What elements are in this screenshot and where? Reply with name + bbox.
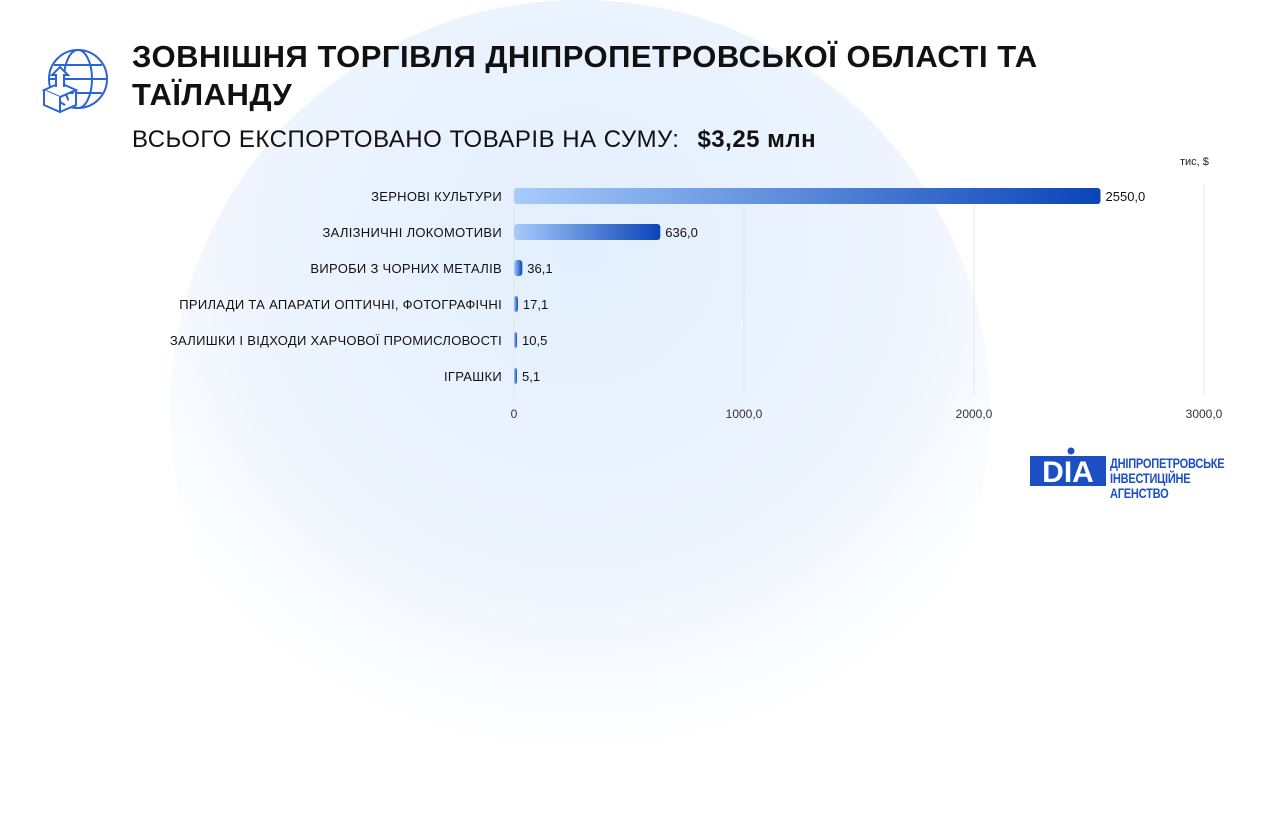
x-tick-label: 3000,0 <box>1186 407 1223 421</box>
logo-text: ДНІПРОПЕТРОВСЬКЕ ІНВЕСТИЦІЙНЕ АГЕНСТВО <box>1110 456 1249 501</box>
category-label: ІГРАШКИ <box>444 369 502 384</box>
data-label: 636,0 <box>665 225 698 240</box>
data-label: 10,5 <box>522 333 547 348</box>
total-export-value: $3,25 млн <box>697 126 817 153</box>
x-tick-label: 0 <box>511 407 518 421</box>
bar <box>514 224 661 240</box>
data-label: 5,1 <box>522 369 540 384</box>
bar <box>514 260 523 276</box>
bar <box>514 296 518 312</box>
logo-line1: ДНІПРОПЕТРОВСЬКЕ <box>1110 456 1225 471</box>
x-tick-label: 1000,0 <box>726 407 763 421</box>
bar <box>514 332 517 348</box>
category-label: ЗАЛИШКИ І ВІДХОДИ ХАРЧОВОЇ ПРОМИСЛОВОСТІ <box>170 333 502 348</box>
dia-logo: DIA <box>1030 447 1106 487</box>
category-label: ЗАЛІЗНИЧНІ ЛОКОМОТИВИ <box>322 225 502 240</box>
bar-chart: 0 1000,0 2000,0 3000,0 ЗЕРНОВІ КУЛЬТУРИ 2550,… <box>170 185 1223 421</box>
bar <box>514 188 1101 204</box>
logo-line2: ІНВЕСТИЦІЙНЕ АГЕНСТВО <box>1110 471 1191 501</box>
category-label: ВИРОБИ З ЧОРНИХ МЕТАЛІВ <box>310 261 502 276</box>
globe-export-box-icon <box>41 49 108 114</box>
data-label: 36,1 <box>527 261 552 276</box>
category-label: ПРИЛАДИ ТА АПАРАТИ ОПТИЧНІ, ФОТОГРАФІЧНІ <box>179 297 502 312</box>
data-label: 2550,0 <box>1106 189 1146 204</box>
subtitle: ВСЬОГО ЕКСПОРТОВАНО ТОВАРІВ НА СУМУ: $3,2… <box>132 126 816 154</box>
category-label: ЗЕРНОВІ КУЛЬТУРИ <box>371 189 502 204</box>
svg-text:DIA: DIA <box>1042 456 1094 487</box>
bar <box>514 368 517 384</box>
x-tick-label: 2000,0 <box>956 407 993 421</box>
data-label: 17,1 <box>523 297 548 312</box>
subtitle-label: ВСЬОГО ЕКСПОРТОВАНО ТОВАРІВ НА СУМУ: <box>132 126 680 153</box>
unit-label: тис, $ <box>1180 156 1209 168</box>
page-title: ЗОВНІШНЯ ТОРГІВЛЯ ДНІПРОПЕТРОВСЬКОЇ ОБЛА… <box>132 39 1038 112</box>
